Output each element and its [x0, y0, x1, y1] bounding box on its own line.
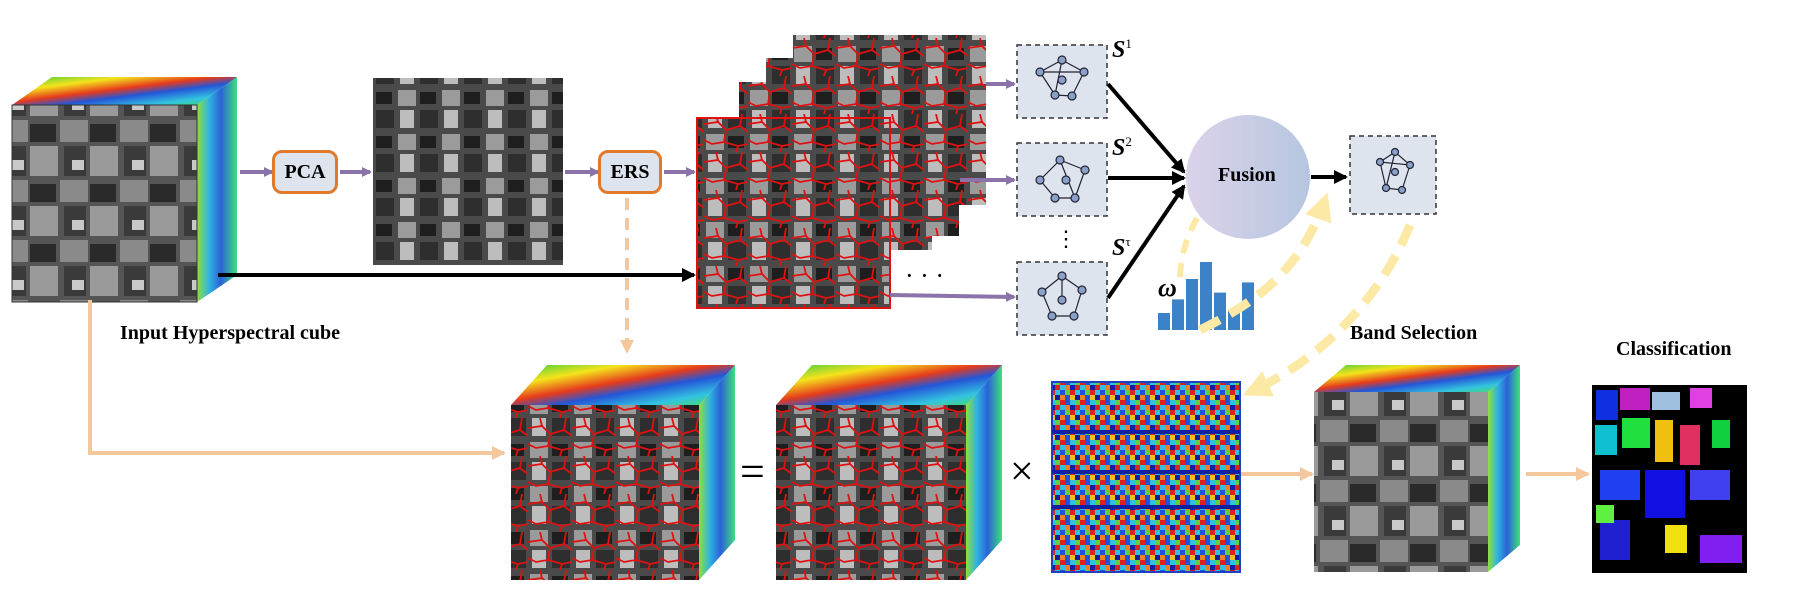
weight-bar: [1158, 313, 1170, 330]
fusion-node: [1186, 115, 1310, 239]
arrow-stau-to-fusion: [1106, 184, 1186, 300]
input-cube-label: Input Hyperspectral cube: [120, 322, 340, 344]
input-cube: [11, 77, 237, 303]
superpixel-cube-2: [776, 365, 1002, 580]
graph-stau: [1016, 261, 1108, 336]
graph-s2: [1016, 142, 1108, 217]
fusion-label: Fusion: [1218, 164, 1276, 186]
stack-ellipsis: · · ·: [905, 261, 944, 290]
band-selection-label: Band Selection: [1350, 322, 1478, 344]
classification-label: Classification: [1616, 338, 1732, 360]
graph-icon: [1035, 155, 1090, 203]
omega-label: ω: [1158, 273, 1177, 302]
graph-icon: [1375, 147, 1415, 195]
feedback-arrow-small: [1177, 216, 1200, 281]
arrow-input-to-superpixel-cube: [88, 300, 506, 460]
pca-box: PCA: [272, 150, 338, 194]
weight-bar: [1172, 299, 1184, 330]
graph-icon: [1037, 271, 1087, 321]
times-sign: ×: [1010, 449, 1034, 495]
graph-ellipsis: ⋮: [1055, 226, 1077, 251]
ers-box: ERS: [598, 150, 662, 194]
graph-s1-label: S1: [1112, 36, 1132, 63]
superpixel-stack: [696, 35, 986, 309]
graph-stau-label: Sτ: [1112, 234, 1131, 261]
classification-map: [1592, 385, 1747, 573]
arrow-to-stau: [889, 291, 1016, 302]
pca-grayscale-image: [373, 78, 563, 265]
graph-s1: [1016, 44, 1108, 119]
equals-sign: =: [740, 447, 765, 496]
graph-s2-label: S2: [1112, 134, 1132, 161]
weight-matrix: [1051, 381, 1241, 573]
feedback-arrow-down: [1242, 223, 1415, 397]
superpixel-cube: [511, 365, 735, 580]
arrow-s1-to-fusion: [1106, 82, 1186, 174]
fused-graph: [1349, 135, 1437, 215]
band-selection-cube: [1314, 365, 1520, 572]
weight-bar: [1186, 279, 1198, 330]
weight-bar: [1200, 262, 1212, 330]
graph-icon: [1035, 55, 1089, 101]
